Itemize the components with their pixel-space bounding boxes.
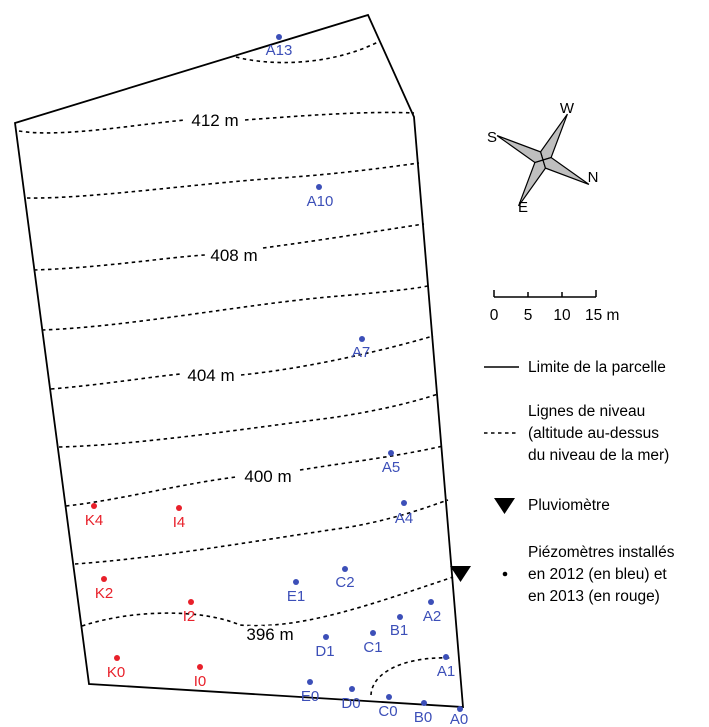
scale-bar: 0 5 10 15 m <box>490 290 619 324</box>
piezometer-point <box>397 614 403 620</box>
piezometer-label: K2 <box>95 585 113 602</box>
piezometer-point <box>316 184 322 190</box>
contour-line <box>235 41 379 64</box>
piezometer-point <box>293 579 299 585</box>
piezometer-label: K4 <box>85 512 103 529</box>
piezometer-point <box>421 700 427 706</box>
piezometers-2012: A13 A10 A7 A5 A4 A2 A1 A0 B1 B0 C2 C1 C0… <box>266 34 468 727</box>
compass-label-west: W <box>560 100 575 117</box>
contour-line <box>33 223 425 271</box>
piezometer-label: B1 <box>390 622 408 639</box>
piezometer-point <box>401 500 407 506</box>
contour-line <box>26 162 420 199</box>
piezometer-label: I4 <box>173 514 186 531</box>
piezometer-label: I2 <box>183 608 196 625</box>
compass-star-icon <box>496 113 590 207</box>
contour-lines <box>18 41 454 696</box>
piezometers-2013: K4 I4 K2 I2 K0 I0 <box>85 503 206 690</box>
piezometer-point <box>457 706 463 712</box>
compass-rose: W S N E <box>487 100 599 216</box>
piezometer-label: A0 <box>450 711 468 727</box>
contour-line <box>41 285 429 331</box>
contour-label-408: 408 m <box>210 246 257 265</box>
piezometer-point <box>197 664 203 670</box>
legend-contour-label-2: (altitude au-dessus <box>528 425 659 442</box>
piezometer-label: I0 <box>194 673 207 690</box>
contour-label-404: 404 m <box>187 366 234 385</box>
legend-piezometer-label-1: Piézomètres installés <box>528 544 675 561</box>
legend-rain-gauge-icon <box>494 498 515 514</box>
scale-tick-15: 15 m <box>585 307 619 324</box>
piezometer-point <box>388 450 394 456</box>
piezometer-point <box>176 505 182 511</box>
piezometer-point <box>101 576 107 582</box>
legend-piezometer-dot-icon <box>502 571 508 577</box>
piezometer-point <box>342 566 348 572</box>
piezometer-point <box>349 686 355 692</box>
piezometer-point <box>428 599 434 605</box>
contour-line <box>58 393 439 448</box>
compass-label-east: E <box>518 199 528 216</box>
legend-contour-label-1: Lignes de niveau <box>528 403 645 420</box>
piezometer-point <box>91 503 97 509</box>
rain-gauge-marker <box>450 566 471 582</box>
piezometer-label: C0 <box>378 703 397 720</box>
piezometer-label: A1 <box>437 663 455 680</box>
compass-label-south: S <box>487 129 497 146</box>
legend-piezometer-label-3: en 2013 (en rouge) <box>528 588 660 605</box>
piezometer-point <box>276 34 282 40</box>
contour-label-412: 412 m <box>191 111 238 130</box>
piezometer-label: D1 <box>315 643 334 660</box>
legend-contour-label-3: du niveau de la mer) <box>528 447 669 464</box>
contour-line <box>18 111 415 134</box>
piezometer-label: A10 <box>307 193 334 210</box>
piezometer-label: K0 <box>107 664 125 681</box>
contour-label-400: 400 m <box>244 467 291 486</box>
compass-label-north: N <box>588 169 599 186</box>
contour-line <box>65 445 444 507</box>
contour-label-396: 396 m <box>246 625 293 644</box>
piezometer-label: E0 <box>301 688 319 705</box>
piezometer-point <box>359 336 365 342</box>
piezometer-point <box>443 654 449 660</box>
piezometer-label: A13 <box>266 42 293 59</box>
legend-boundary-label: Limite de la parcelle <box>528 359 666 376</box>
scale-tick-10: 10 <box>553 307 571 324</box>
legend-rain-gauge-label: Pluviomètre <box>528 497 610 514</box>
piezometer-label: E1 <box>287 588 305 605</box>
parcel-boundary <box>14 13 464 708</box>
piezometer-label: A7 <box>352 344 370 361</box>
contour-line <box>50 335 434 390</box>
piezometer-label: C1 <box>363 639 382 656</box>
contour-labels: 412 m 408 m 404 m 400 m 396 m <box>184 108 296 647</box>
piezometer-point <box>370 630 376 636</box>
piezometer-point <box>307 679 313 685</box>
piezometer-point <box>323 634 329 640</box>
scale-tick-5: 5 <box>524 307 533 324</box>
piezometer-label: A5 <box>382 459 400 476</box>
piezometer-label: B0 <box>414 709 432 726</box>
piezometer-label: C2 <box>335 574 354 591</box>
piezometer-label: D0 <box>341 695 360 712</box>
legend: Limite de la parcelle Lignes de niveau (… <box>484 359 675 605</box>
contour-line <box>370 657 453 696</box>
piezometer-point <box>114 655 120 661</box>
piezometer-point <box>188 599 194 605</box>
legend-piezometer-label-2: en 2012 (en bleu) et <box>528 566 667 583</box>
piezometer-label: A4 <box>395 510 413 527</box>
scale-tick-0: 0 <box>490 307 499 324</box>
contour-line <box>74 499 449 565</box>
piezometer-label: A2 <box>423 608 441 625</box>
contour-line <box>81 576 454 627</box>
piezometer-point <box>386 694 392 700</box>
